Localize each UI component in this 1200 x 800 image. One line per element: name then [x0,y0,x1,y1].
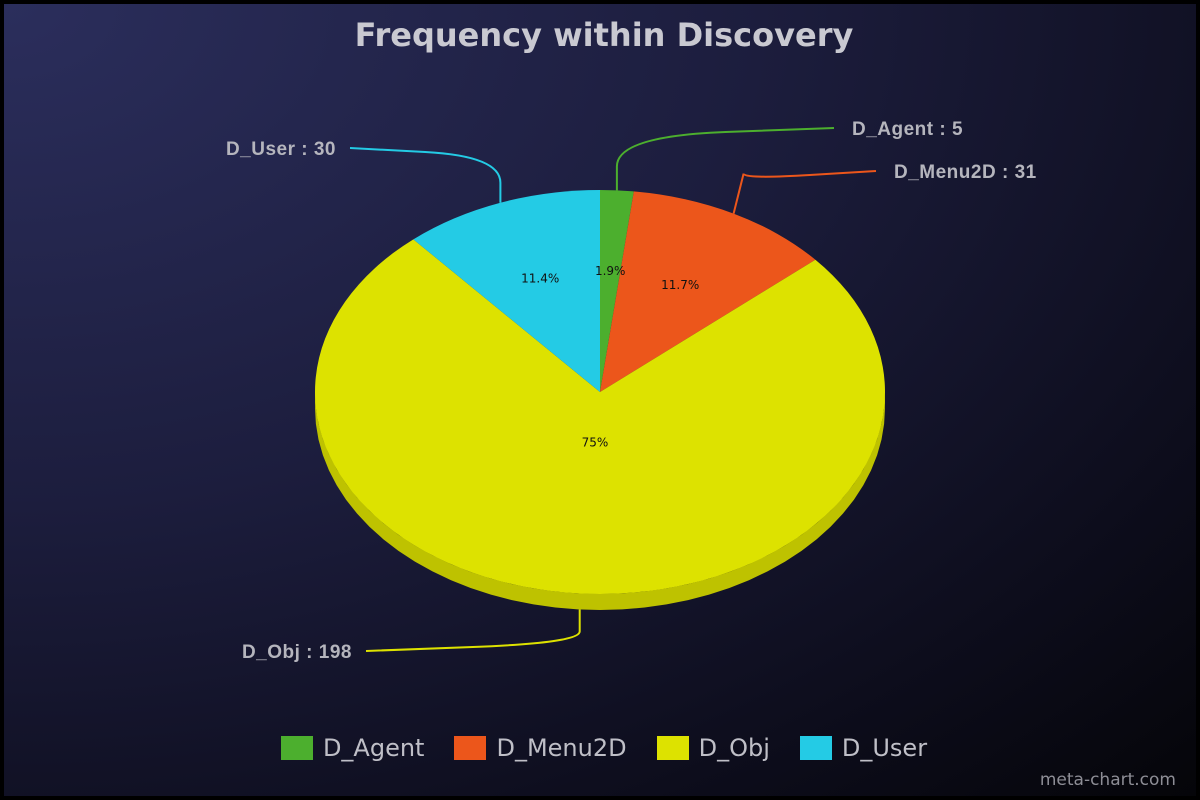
callout-line-d-obj [365,609,581,652]
legend-swatch [280,736,313,760]
pie-slice-d-agent[interactable] [600,190,634,392]
legend-label: D_Obj [698,734,770,762]
legend-swatch [454,736,487,760]
pie-slice-d-menu2d[interactable] [600,191,816,392]
callout-label-d-menu2d: D_Menu2D : 31 [894,162,1037,183]
legend-item-d-agent[interactable]: D_Agent [280,734,425,762]
percent-label-d-agent: 1.9% [595,264,626,278]
callout-label-d-agent: D_Agent : 5 [852,119,963,140]
pie-slice-d-user[interactable] [413,190,600,392]
percent-label-d-obj: 75% [582,435,609,449]
legend-item-d-user[interactable]: D_User [799,734,928,762]
pie-slice-d-obj[interactable] [314,239,885,594]
legend-swatch [799,736,832,760]
chart-title: Frequency within Discovery [354,16,854,54]
callout-label-d-obj: D_Obj : 198 [242,642,352,663]
legend-swatch [656,736,689,760]
callout-line-d-menu2d [732,170,877,214]
credit-text: meta-chart.com [1039,770,1176,790]
legend-label: D_Agent [322,734,425,762]
legend: D_Agent D_Menu2D D_Obj D_User [4,734,1200,762]
legend-item-d-menu2d[interactable]: D_Menu2D [454,734,627,762]
pie-chart: 1.9% 11.7% 75% 11.4% D_Agent : 5 D_Menu2D : 3… [226,119,1037,663]
callout-label-d-user: D_User : 30 [226,139,336,160]
callout-line-d-user [349,147,502,203]
percent-label-d-menu2d: 11.7% [661,278,699,292]
legend-label: D_User [841,734,928,762]
callout-line-d-agent [615,127,835,191]
legend-label: D_Menu2D [496,734,627,762]
percent-label-d-user: 11.4% [521,271,559,285]
legend-item-d-obj[interactable]: D_Obj [656,734,770,762]
